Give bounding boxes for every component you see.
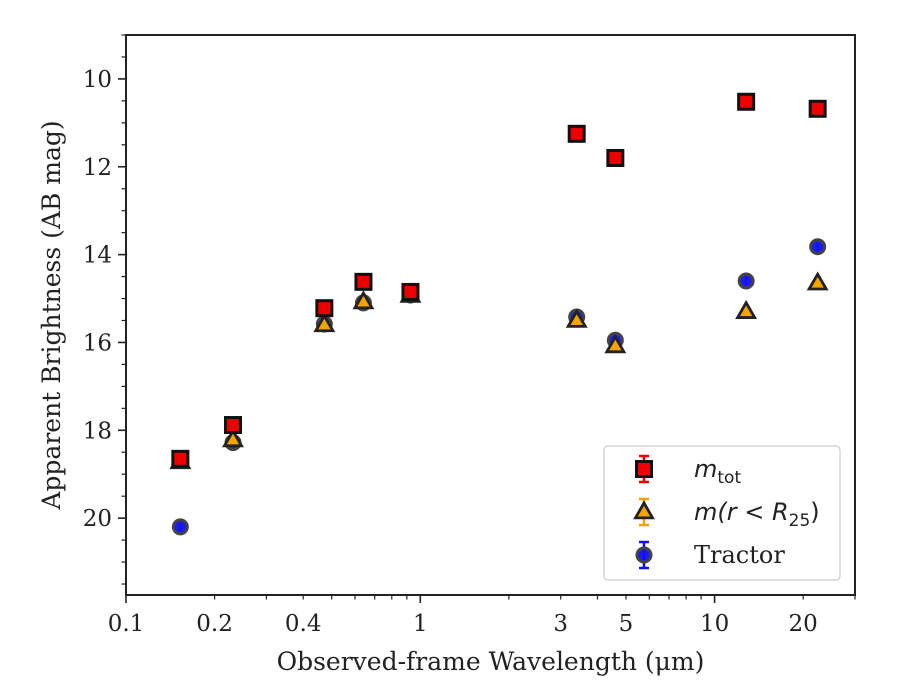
x-axis-label: Observed-frame Wavelength (μm) <box>277 647 705 676</box>
square-point <box>606 148 625 167</box>
legend-square-marker <box>635 460 653 478</box>
legend-label: m(r < R25) <box>694 498 820 531</box>
circle-point <box>809 238 827 256</box>
triangle-point <box>565 308 588 328</box>
legend-label-main: m(r < R <box>694 498 789 526</box>
square-point <box>401 282 420 301</box>
y-tick-label: 12 <box>83 155 112 181</box>
square-point <box>315 299 334 318</box>
square-point <box>808 99 827 118</box>
legend-triangle-marker <box>633 500 655 520</box>
plot-frame <box>125 34 856 596</box>
circle-point <box>171 518 189 536</box>
triangle-point <box>806 271 829 291</box>
legend-label-subscript: 25 <box>789 511 811 531</box>
legend-box <box>603 445 841 581</box>
x-tick-label: 0.1 <box>108 611 145 637</box>
x-tick-label: 0.2 <box>196 611 233 637</box>
x-tick-label: 10 <box>700 611 729 637</box>
triangle-point <box>313 313 336 333</box>
triangle-point <box>352 290 375 310</box>
x-tick-label: 20 <box>789 611 818 637</box>
legend-label-subscript: tot <box>717 468 741 488</box>
square-point <box>567 124 586 143</box>
x-tick-label: 1 <box>413 611 428 637</box>
square-point <box>224 416 243 435</box>
circle-point <box>737 272 755 290</box>
x-tick-label: 3 <box>553 611 568 637</box>
triangle-point <box>735 299 758 319</box>
x-tick-label: 0.4 <box>285 611 322 637</box>
data-points <box>169 92 829 536</box>
legend-label: mtot <box>694 455 741 488</box>
legend-label-main: Tractor <box>694 541 785 569</box>
ticks: 0.1 0.2 0.4 1 3 5 10 20 10 12 14 16 18 20 <box>83 34 856 637</box>
legend-circle-marker <box>635 546 653 564</box>
square-point <box>354 272 373 291</box>
y-tick-label: 14 <box>83 243 112 269</box>
legend-label-suffix: ) <box>810 498 819 526</box>
x-tick-label: 5 <box>619 611 634 637</box>
legend: mtot m(r < R25) Tractor <box>603 445 841 581</box>
y-tick-label: 16 <box>83 330 112 356</box>
triangle-point <box>222 428 244 448</box>
y-tick-label: 18 <box>83 418 112 444</box>
y-tick-label: 20 <box>83 506 112 532</box>
triangle-point <box>604 334 627 354</box>
square-point <box>171 449 190 468</box>
legend-label: Tractor <box>694 541 785 569</box>
legend-label-main: m <box>694 455 717 483</box>
y-axis-label: Apparent Brightness (AB mag) <box>37 120 66 510</box>
y-tick-label: 10 <box>83 67 112 93</box>
square-point <box>737 92 756 111</box>
